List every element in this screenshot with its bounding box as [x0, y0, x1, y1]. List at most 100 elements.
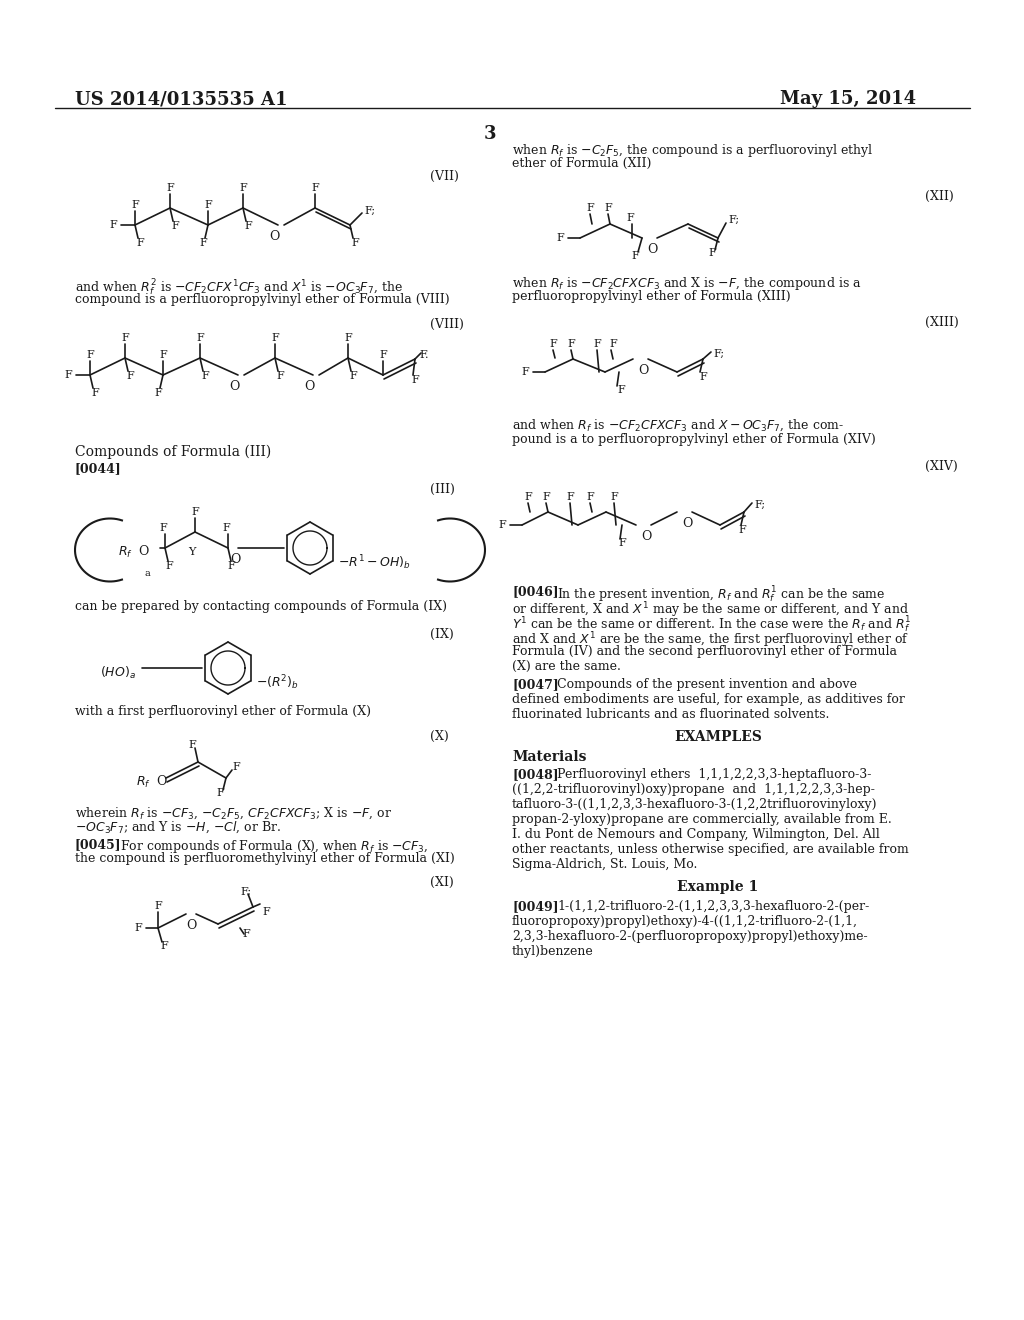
Text: defined embodiments are useful, for example, as additives for: defined embodiments are useful, for exam… [512, 693, 905, 706]
Text: F: F [199, 238, 207, 248]
Text: [0048]: [0048] [512, 768, 559, 781]
Text: F: F [586, 203, 594, 213]
Text: and when $R_f$ is $-CF_2CFXCF_3$ and $X-OC_3F_7$, the com-: and when $R_f$ is $-CF_2CFXCF_3$ and $X-… [512, 418, 844, 433]
Text: F: F [521, 367, 528, 378]
Text: F: F [244, 220, 252, 231]
Text: $-OC_3F_7$; and Y is $-H$, $-Cl$, or Br.: $-OC_3F_7$; and Y is $-H$, $-Cl$, or Br. [75, 820, 282, 836]
Text: F: F [171, 220, 179, 231]
Text: pound is a to perfluoropropylvinyl ether of Formula (XIV): pound is a to perfluoropropylvinyl ether… [512, 433, 876, 446]
Text: (XIV): (XIV) [925, 459, 957, 473]
Text: O: O [230, 553, 241, 566]
Text: F: F [271, 333, 279, 343]
Text: and when $R_f^2$ is $-CF_2CFX^1CF_3$ and $X^1$ is $-OC_3F_7$, the: and when $R_f^2$ is $-CF_2CFX^1CF_3$ and… [75, 279, 402, 298]
Text: F: F [191, 507, 199, 517]
Text: F: F [126, 371, 134, 381]
Text: F: F [201, 371, 209, 381]
Text: O: O [682, 517, 692, 531]
Text: F: F [131, 201, 139, 210]
Text: F: F [65, 370, 72, 380]
Text: F;: F; [241, 887, 252, 898]
Text: [0049]: [0049] [512, 900, 559, 913]
Text: F: F [618, 539, 626, 548]
Text: F: F [262, 907, 269, 917]
Text: O: O [156, 775, 166, 788]
Text: F: F [617, 385, 625, 395]
Text: F: F [604, 203, 612, 213]
Text: F: F [160, 941, 168, 950]
Text: O: O [304, 380, 314, 393]
Text: F;: F; [364, 206, 375, 216]
Text: F: F [524, 492, 531, 502]
Text: US 2014/0135535 A1: US 2014/0135535 A1 [75, 90, 288, 108]
Text: F: F [222, 523, 229, 533]
Text: F: F [586, 492, 594, 502]
Text: F: F [155, 388, 162, 399]
Text: F: F [204, 201, 212, 210]
Text: F: F [549, 339, 557, 348]
Text: Perfluorovinyl ethers  1,1,1,2,2,3,3-heptafluoro-3-: Perfluorovinyl ethers 1,1,1,2,2,3,3-hept… [557, 768, 871, 781]
Text: (XII): (XII) [925, 190, 953, 203]
Text: F: F [609, 339, 616, 348]
Text: Y: Y [188, 546, 196, 557]
Text: F: F [311, 183, 318, 193]
Text: [0045]: [0045] [75, 838, 122, 851]
Text: Compounds of the present invention and above: Compounds of the present invention and a… [557, 678, 857, 690]
Text: F.: F. [419, 350, 428, 360]
Text: I. du Pont de Nemours and Company, Wilmington, Del. All: I. du Pont de Nemours and Company, Wilmi… [512, 828, 880, 841]
Text: [0047]: [0047] [512, 678, 559, 690]
Text: O: O [269, 230, 280, 243]
Text: (VII): (VII) [430, 170, 459, 183]
Text: thyl)benzene: thyl)benzene [512, 945, 594, 958]
Text: F;: F; [728, 215, 739, 224]
Text: wherein $R_f$ is $-CF_3$, $-C_2F_5$, $CF_2CFXCF_3$; X is $-F$, or: wherein $R_f$ is $-CF_3$, $-C_2F_5$, $CF… [75, 807, 392, 821]
Text: F: F [411, 375, 419, 385]
Text: O: O [647, 243, 657, 256]
Text: EXAMPLES: EXAMPLES [674, 730, 762, 744]
Text: F: F [709, 248, 716, 257]
Text: F: F [566, 492, 573, 502]
Text: F: F [216, 788, 224, 799]
Text: Sigma-Aldrich, St. Louis, Mo.: Sigma-Aldrich, St. Louis, Mo. [512, 858, 697, 871]
Text: other reactants, unless otherwise specified, are available from: other reactants, unless otherwise specif… [512, 843, 908, 855]
Text: F: F [136, 238, 144, 248]
Text: (IX): (IX) [430, 628, 454, 642]
Text: ((1,2,2-trifluorovinyl)oxy)propane  and  1,1,1,2,2,3,3-hep-: ((1,2,2-trifluorovinyl)oxy)propane and 1… [512, 783, 874, 796]
Text: propan-2-yloxy)propane are commercially, available from E.: propan-2-yloxy)propane are commercially,… [512, 813, 892, 826]
Text: F: F [276, 371, 284, 381]
Text: tafluoro-3-((1,1,2,3,3-hexafluoro-3-(1,2,2trifluorovinyloxy): tafluoro-3-((1,1,2,3,3-hexafluoro-3-(1,2… [512, 799, 878, 810]
Text: 3: 3 [483, 125, 497, 143]
Text: F: F [110, 220, 117, 230]
Text: F: F [165, 561, 173, 572]
Text: F: F [121, 333, 129, 343]
Text: F: F [626, 213, 634, 223]
Text: (XIII): (XIII) [925, 315, 958, 329]
Text: $-R^1-OH)_b$: $-R^1-OH)_b$ [338, 553, 411, 572]
Text: For compounds of Formula (X), when $R_f$ is $-CF_3$,: For compounds of Formula (X), when $R_f$… [120, 838, 428, 855]
Text: [0044]: [0044] [75, 462, 122, 475]
Text: $R_f$: $R_f$ [136, 775, 151, 791]
Text: fluoropropoxy)propyl)ethoxy)-4-((1,1,2-trifluoro-2-(1,1,: fluoropropoxy)propyl)ethoxy)-4-((1,1,2-t… [512, 915, 858, 928]
Text: F: F [379, 350, 387, 360]
Text: F: F [738, 525, 745, 535]
Text: F: F [86, 350, 94, 360]
Text: F: F [240, 183, 247, 193]
Text: F: F [556, 234, 564, 243]
Text: F: F [351, 238, 358, 248]
Text: F: F [159, 523, 167, 533]
Text: F: F [567, 339, 574, 348]
Text: F: F [91, 388, 99, 399]
Text: [0046]: [0046] [512, 585, 559, 598]
Text: (XI): (XI) [430, 876, 454, 888]
Text: F: F [631, 251, 639, 261]
Text: F: F [344, 333, 352, 343]
Text: O: O [186, 919, 197, 932]
Text: O: O [138, 545, 148, 558]
Text: F: F [188, 741, 196, 750]
Text: (X): (X) [430, 730, 449, 743]
Text: ether of Formula (XII): ether of Formula (XII) [512, 157, 651, 170]
Text: F: F [498, 520, 506, 531]
Text: F: F [593, 339, 601, 348]
Text: 2,3,3-hexafluoro-2-(perfluoropropoxy)propyl)ethoxy)me-: 2,3,3-hexafluoro-2-(perfluoropropoxy)pro… [512, 931, 867, 942]
Text: Compounds of Formula (III): Compounds of Formula (III) [75, 445, 271, 459]
Text: can be prepared by contacting compounds of Formula (IX): can be prepared by contacting compounds … [75, 601, 447, 612]
